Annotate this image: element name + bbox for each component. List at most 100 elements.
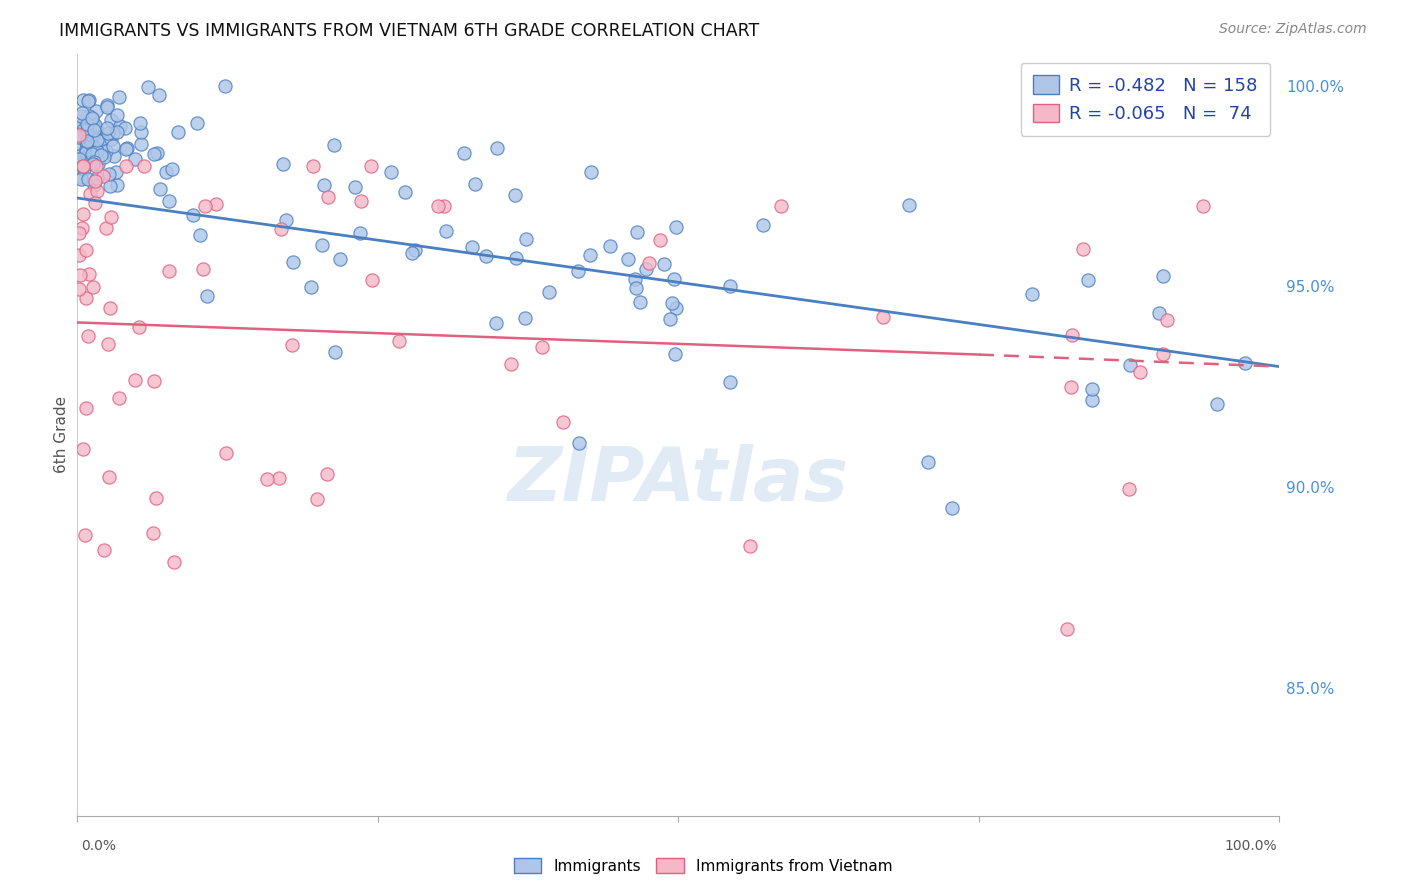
Point [214, 78, 236, 93]
Point [100, 301, 122, 315]
Point [86, 123, 108, 137]
Point [73, 151, 96, 165]
Point [499, 357, 522, 371]
Point [567, 264, 589, 278]
Point [82, 136, 104, 151]
Point [329, 252, 352, 266]
Point [67, 119, 90, 133]
Point [404, 243, 426, 257]
Point [751, 218, 773, 232]
Point [128, 319, 150, 334]
Point [160, 161, 183, 176]
Point [79, 109, 101, 123]
Point [659, 312, 682, 326]
Point [167, 125, 190, 139]
Point [83, 174, 105, 188]
Point [101, 126, 124, 140]
Point [72, 94, 94, 108]
Point [568, 436, 591, 450]
Point [124, 373, 146, 387]
Point [149, 182, 172, 196]
Point [86, 170, 108, 185]
Point [163, 554, 186, 568]
Point [718, 375, 741, 389]
Point [83, 120, 105, 134]
Point [72, 159, 94, 173]
Point [82, 157, 104, 171]
Point [67, 226, 90, 240]
Point [190, 228, 212, 243]
Point [1077, 273, 1099, 287]
Point [388, 334, 411, 348]
Text: Source: ZipAtlas.com: Source: ZipAtlas.com [1219, 22, 1367, 37]
Point [98, 178, 121, 193]
Point [84, 139, 107, 153]
Point [100, 131, 122, 145]
Point [77, 93, 100, 107]
Point [96, 221, 118, 235]
Point [70, 105, 93, 120]
Point [115, 141, 138, 155]
Legend: Immigrants, Immigrants from Vietnam: Immigrants, Immigrants from Vietnam [508, 852, 898, 880]
Point [349, 226, 371, 240]
Point [129, 116, 152, 130]
Point [1071, 242, 1094, 256]
Point [1152, 268, 1174, 283]
Point [256, 473, 278, 487]
Point [67, 149, 90, 163]
Point [205, 196, 228, 211]
Point [67, 282, 90, 296]
Point [281, 255, 304, 269]
Point [76, 123, 98, 137]
Point [191, 261, 214, 276]
Point [100, 210, 122, 224]
Point [394, 185, 416, 199]
Point [101, 139, 124, 153]
Point [76, 172, 98, 186]
Point [84, 118, 107, 132]
Text: 100.0%: 100.0% [1225, 838, 1277, 853]
Point [617, 252, 640, 267]
Point [83, 178, 105, 192]
Point [665, 301, 688, 315]
Point [84, 103, 107, 118]
Point [87, 126, 110, 140]
Point [323, 345, 346, 359]
Point [530, 340, 553, 354]
Point [86, 133, 108, 147]
Point [1129, 366, 1152, 380]
Point [86, 184, 108, 198]
Point [624, 281, 647, 295]
Point [107, 391, 129, 405]
Point [105, 108, 128, 122]
Point [897, 198, 920, 212]
Point [1081, 382, 1104, 396]
Point [579, 164, 602, 178]
Point [505, 187, 527, 202]
Point [1192, 199, 1215, 213]
Point [67, 152, 90, 166]
Point [80, 147, 103, 161]
Point [281, 338, 304, 352]
Point [599, 239, 621, 253]
Point [323, 137, 346, 152]
Point [96, 120, 118, 135]
Point [181, 208, 204, 222]
Point [142, 525, 165, 540]
Point [79, 142, 101, 156]
Point [486, 141, 509, 155]
Point [665, 219, 688, 234]
Point [75, 135, 97, 149]
Point [1147, 305, 1170, 319]
Point [464, 178, 486, 192]
Point [77, 94, 100, 108]
Point [157, 194, 180, 208]
Point [505, 252, 527, 266]
Point [83, 131, 105, 145]
Point [1021, 286, 1043, 301]
Point [311, 238, 333, 252]
Point [105, 164, 128, 178]
Point [917, 455, 939, 469]
Legend: R = -0.482   N = 158, R = -0.065   N =  74: R = -0.482 N = 158, R = -0.065 N = 74 [1021, 62, 1271, 136]
Point [97, 167, 120, 181]
